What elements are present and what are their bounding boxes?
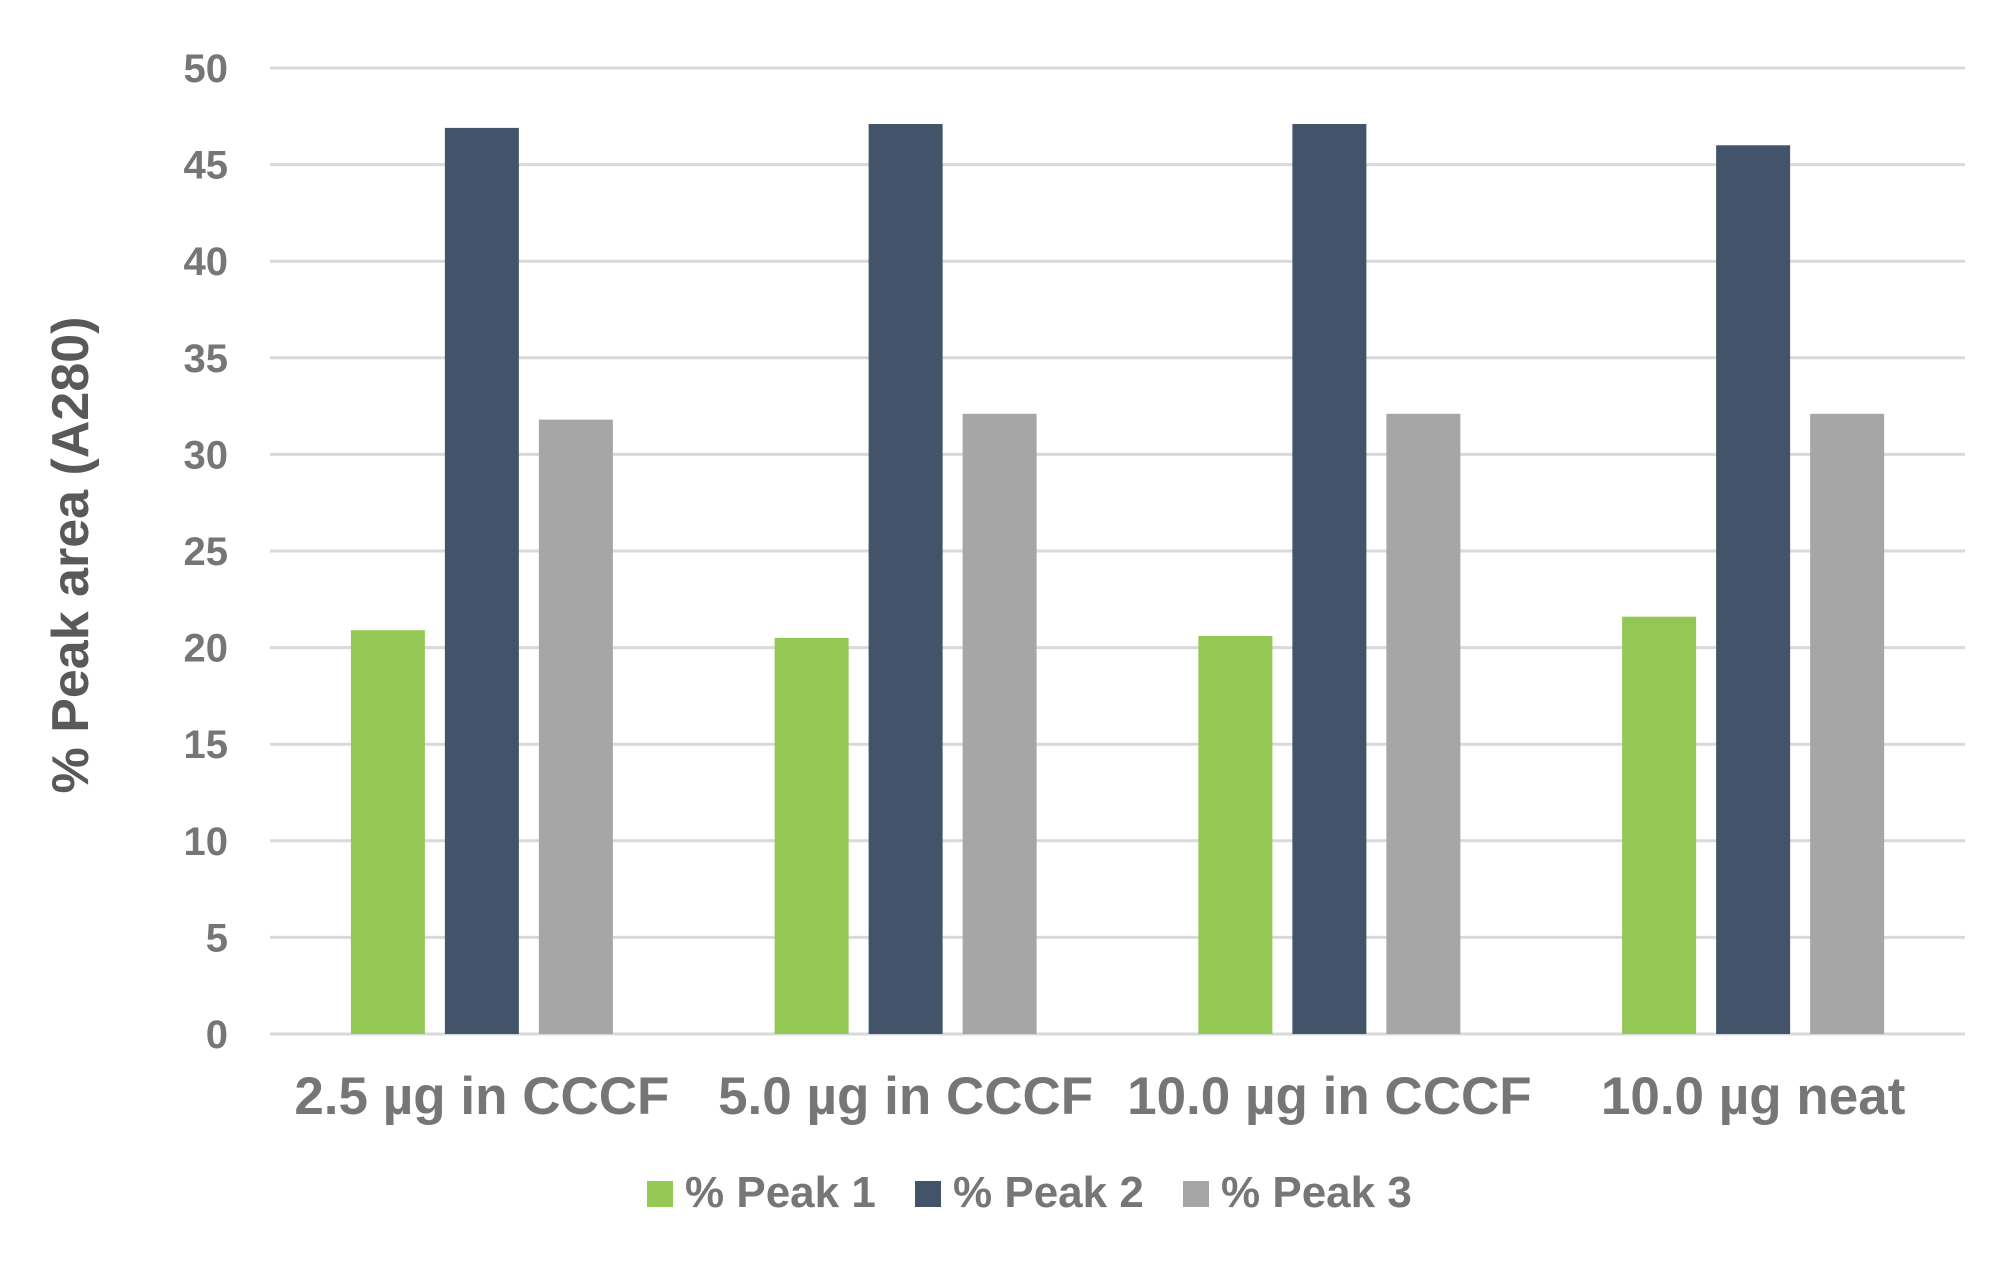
x-tick-label: 10.0 µg neat — [1601, 1067, 1906, 1126]
legend-label: % Peak 2 — [953, 1168, 1144, 1217]
y-tick-label: 45 — [184, 144, 229, 188]
bars — [350, 124, 1885, 1035]
x-tick-label: 2.5 µg in CCCF — [294, 1067, 669, 1126]
legend-swatch — [647, 1181, 673, 1207]
y-tick-label: 0 — [206, 1013, 228, 1057]
legend-label: % Peak 1 — [685, 1168, 876, 1217]
bar-2-1 — [444, 127, 519, 1035]
bar-3-4 — [1810, 413, 1885, 1034]
y-tick-label: 15 — [184, 723, 229, 767]
y-tick-label: 40 — [184, 240, 229, 284]
y-tick-label: 30 — [184, 433, 229, 477]
x-tick-label: 10.0 µg in CCCF — [1127, 1067, 1532, 1126]
bar-3-3 — [1386, 413, 1461, 1034]
gridlines — [270, 66, 1965, 1036]
bar-2-4 — [1716, 145, 1791, 1034]
y-tick-label: 35 — [184, 337, 229, 381]
bar-1-1 — [350, 630, 425, 1034]
y-tick-label: 10 — [184, 820, 229, 864]
bar-3-2 — [962, 413, 1037, 1034]
y-tick-label: 50 — [184, 47, 229, 91]
bar-1-4 — [1622, 616, 1697, 1034]
y-tick-label: 20 — [184, 627, 229, 671]
y-tick-label: 5 — [206, 916, 228, 960]
x-axis-ticks: 2.5 µg in CCCF 5.0 µg in CCCF 10.0 µg in C… — [294, 1067, 1905, 1126]
bar-3-1 — [538, 419, 613, 1034]
y-axis-label: % Peak area (A280) — [42, 317, 100, 794]
legend-swatch — [915, 1181, 941, 1207]
x-tick-label: 5.0 µg in CCCF — [718, 1067, 1093, 1126]
legend-swatch — [1183, 1181, 1209, 1207]
legend-label: % Peak 3 — [1221, 1168, 1412, 1217]
bar-2-3 — [1292, 124, 1367, 1034]
y-tick-label: 25 — [184, 530, 229, 574]
bar-2-2 — [868, 124, 943, 1034]
bar-1-3 — [1198, 636, 1273, 1034]
legend: % Peak 1 % Peak 2 % Peak 3 — [647, 1168, 1412, 1217]
y-axis-ticks: 0 5 10 15 20 25 30 35 40 45 50 — [184, 47, 229, 1057]
bar-1-2 — [774, 637, 849, 1034]
